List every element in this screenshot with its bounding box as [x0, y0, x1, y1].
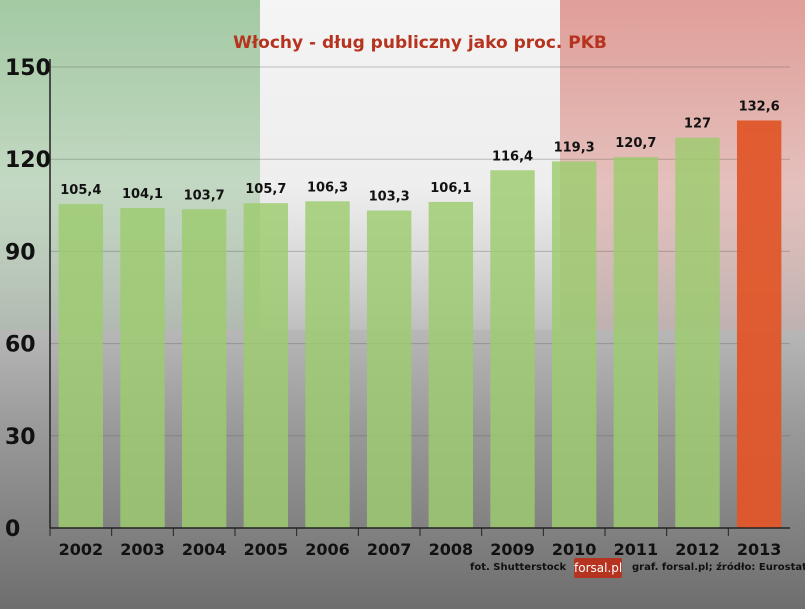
x-tick-label: 2003	[120, 540, 165, 559]
y-tick-label: 90	[5, 240, 36, 265]
x-tick-label: 2009	[490, 540, 535, 559]
x-tick-label: 2008	[429, 540, 474, 559]
source-note: graf. forsal.pl; źródło: Eurostat	[632, 562, 805, 573]
bar	[613, 157, 659, 529]
x-tick-label: 2007	[367, 540, 412, 559]
x-tick-label: 2010	[552, 540, 597, 559]
data-label: 132,6	[739, 99, 780, 114]
axes: 0 30 60 90 120 150 2002 2003 2004 2005 2006 2007 200…	[5, 56, 790, 559]
photo-credit: fot. Shutterstock	[470, 562, 567, 573]
data-label: 104,1	[122, 187, 163, 202]
x-tick-label: 2005	[244, 540, 289, 559]
bar	[243, 203, 289, 528]
x-tick-label: 2013	[737, 540, 782, 559]
y-tick-label: 30	[5, 425, 36, 450]
data-label: 105,7	[245, 182, 286, 197]
data-label: 120,7	[615, 136, 656, 151]
bar	[551, 161, 597, 529]
data-label: 106,1	[430, 181, 471, 196]
x-tick-label: 2004	[182, 540, 227, 559]
bar	[675, 137, 720, 529]
data-label: 127	[684, 117, 711, 132]
bar	[305, 201, 350, 528]
bar	[490, 170, 535, 528]
y-tick-label: 60	[5, 333, 36, 358]
bars: 105,4 104,1 103,7 105,7 106,3 103,3 106,1 116,4…	[58, 99, 782, 529]
bar	[120, 208, 165, 529]
x-tick-label: 2011	[614, 540, 659, 559]
bar	[58, 204, 104, 528]
data-label: 106,3	[307, 180, 348, 195]
bar	[736, 120, 782, 528]
forsal-logo[interactable]: forsal.pl	[574, 558, 622, 578]
x-tick-label: 2012	[675, 540, 720, 559]
data-label: 119,3	[554, 140, 595, 155]
data-label: 116,4	[492, 149, 533, 164]
y-tick-label: 150	[5, 56, 51, 81]
x-tick-label: 2006	[305, 540, 350, 559]
y-tick-label: 0	[5, 517, 20, 542]
data-label: 105,4	[60, 183, 101, 198]
y-tick-label: 120	[5, 148, 51, 173]
bar	[428, 201, 474, 529]
bar	[181, 209, 227, 528]
chart-title: Włochy - dług publiczny jako proc. PKB	[233, 33, 607, 53]
data-label: 103,7	[184, 188, 225, 203]
data-label: 103,3	[369, 190, 410, 205]
x-tick-label: 2002	[59, 540, 104, 559]
bar	[366, 210, 412, 529]
